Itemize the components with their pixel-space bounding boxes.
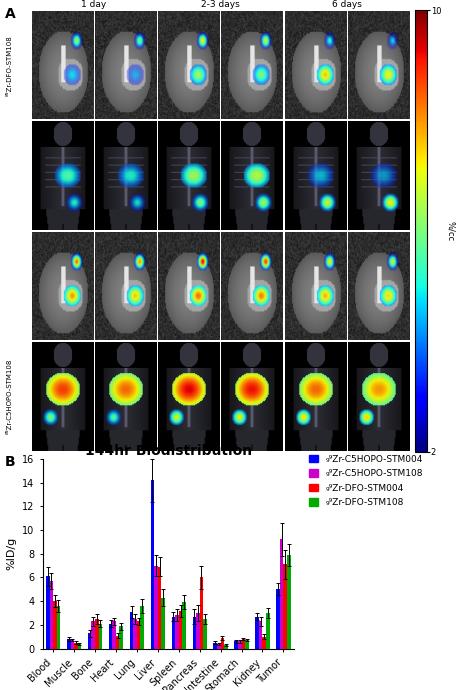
Bar xyxy=(283,564,287,649)
Bar xyxy=(116,635,119,649)
Bar xyxy=(112,621,116,649)
Bar xyxy=(213,642,217,649)
Bar xyxy=(78,644,81,649)
Bar xyxy=(242,639,245,649)
Bar xyxy=(276,589,280,649)
Bar xyxy=(263,637,266,649)
Bar xyxy=(137,621,140,649)
Bar xyxy=(238,642,242,649)
Bar xyxy=(172,617,175,649)
Bar xyxy=(192,617,196,649)
Bar xyxy=(287,555,291,649)
Bar xyxy=(235,642,238,649)
Text: 6 days: 6 days xyxy=(332,0,362,9)
Bar xyxy=(259,621,263,649)
Bar xyxy=(217,644,220,649)
Bar xyxy=(158,566,161,649)
Bar xyxy=(130,612,133,649)
Bar xyxy=(154,566,158,649)
Bar xyxy=(99,624,102,649)
Legend: ₉⁹Zr-C5HOPO-STM004, ₉⁹Zr-C5HOPO-STM108, ₉⁹Zr-DFO-STM004, ₉⁹Zr-DFO-STM108: ₉⁹Zr-C5HOPO-STM004, ₉⁹Zr-C5HOPO-STM108, … xyxy=(309,454,424,508)
Bar xyxy=(74,642,78,649)
Title: 144hr Biodistribution: 144hr Biodistribution xyxy=(85,444,252,457)
Bar xyxy=(179,611,182,649)
Bar xyxy=(196,613,200,649)
Bar xyxy=(71,640,74,649)
Bar xyxy=(91,621,95,649)
Bar xyxy=(161,598,165,649)
Text: A: A xyxy=(5,7,16,21)
Bar xyxy=(88,633,91,649)
Bar xyxy=(182,602,186,649)
Bar xyxy=(255,617,259,649)
Bar xyxy=(220,638,224,649)
Bar xyxy=(46,576,50,649)
Y-axis label: %/cc: %/cc xyxy=(446,221,455,242)
Bar xyxy=(245,640,249,649)
Bar xyxy=(151,480,154,649)
Bar xyxy=(200,578,203,649)
Text: B: B xyxy=(5,455,15,469)
Bar xyxy=(119,626,123,649)
Bar xyxy=(224,645,228,649)
Bar xyxy=(203,619,207,649)
Bar xyxy=(50,581,53,649)
Bar xyxy=(109,624,112,649)
Bar xyxy=(57,606,60,649)
Bar xyxy=(53,601,57,649)
Text: 1 day: 1 day xyxy=(82,0,107,9)
Y-axis label: %ID/g: %ID/g xyxy=(6,537,17,571)
Bar xyxy=(175,615,179,649)
Text: ⁸⁹Zr-DFO-STM108: ⁸⁹Zr-DFO-STM108 xyxy=(7,35,12,96)
Bar xyxy=(95,619,99,649)
Bar xyxy=(280,540,283,649)
Bar xyxy=(133,619,137,649)
Bar xyxy=(266,613,270,649)
Text: 2-3 days: 2-3 days xyxy=(201,0,240,9)
Bar xyxy=(67,639,71,649)
Text: ⁸⁹Zr-C5HOPO-STM108: ⁸⁹Zr-C5HOPO-STM108 xyxy=(7,359,12,435)
Bar xyxy=(140,606,144,649)
